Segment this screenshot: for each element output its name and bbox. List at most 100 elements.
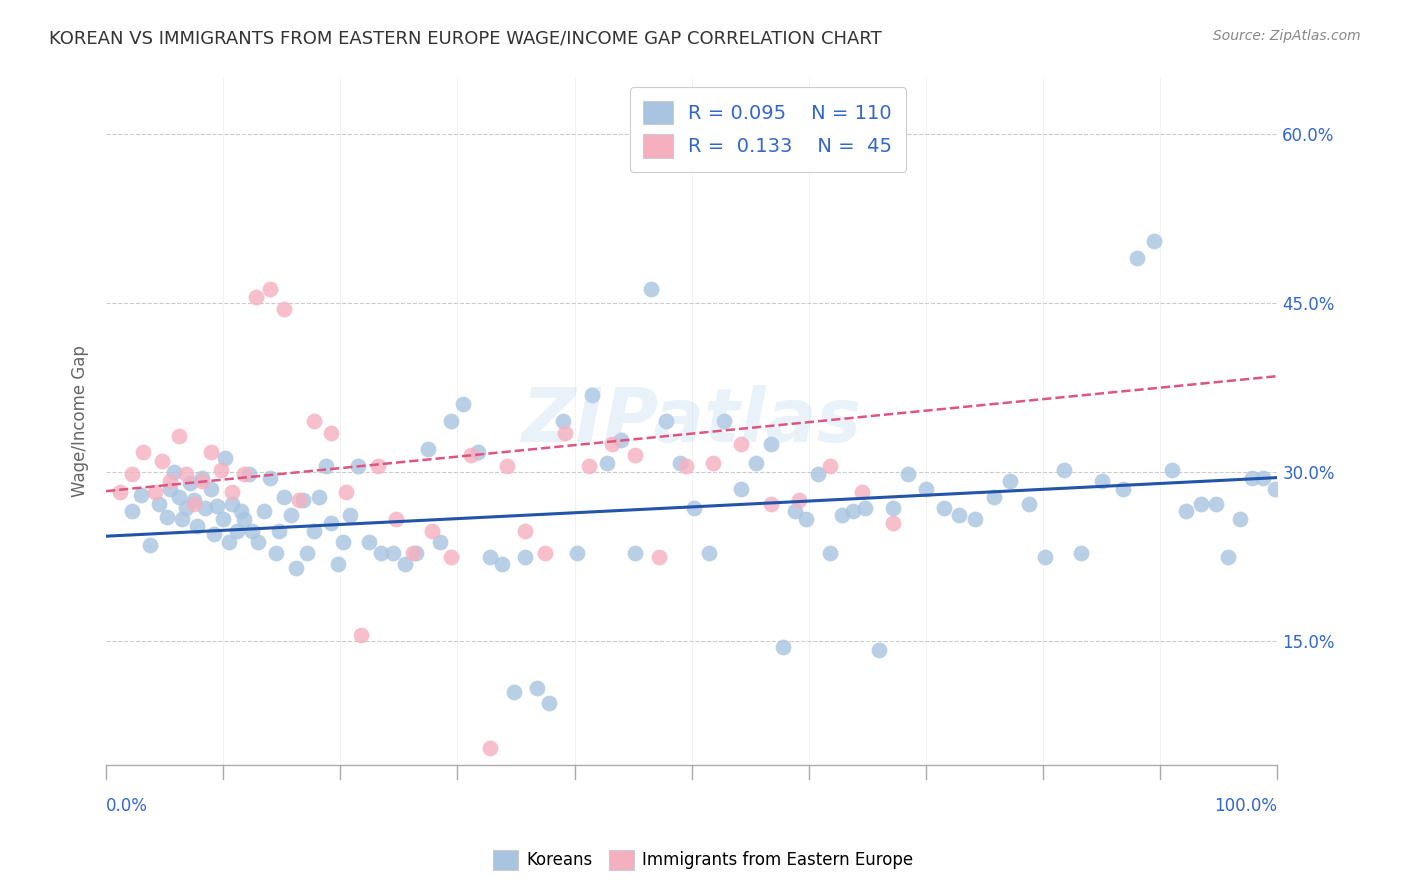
Point (304, 414, 326, 428)
Point (202, 527, 225, 541)
Point (1175, 504, 1198, 518)
Text: ZIPatlas: ZIPatlas (522, 384, 862, 458)
Point (304, 524, 326, 538)
Point (467, 444, 489, 458)
Point (139, 538, 162, 552)
Point (702, 456, 724, 470)
Text: 100.0%: 100.0% (1215, 797, 1278, 814)
Point (818, 546, 841, 560)
Point (897, 467, 920, 482)
Point (240, 524, 263, 538)
Point (370, 546, 392, 560)
Point (319, 425, 342, 440)
Point (624, 448, 647, 462)
Point (280, 508, 302, 522)
Point (807, 467, 830, 482)
Point (479, 549, 502, 564)
Point (214, 451, 236, 466)
Point (1253, 470, 1275, 484)
Point (761, 496, 783, 510)
Point (730, 437, 752, 451)
Point (233, 467, 256, 482)
Point (174, 467, 197, 482)
Point (416, 442, 439, 457)
Point (332, 534, 354, 549)
Point (212, 512, 235, 526)
Point (121, 504, 143, 518)
Point (200, 482, 222, 496)
Point (868, 643, 890, 657)
Point (1000, 474, 1022, 488)
Point (491, 558, 513, 572)
Text: 0.0%: 0.0% (105, 797, 148, 814)
Point (460, 448, 482, 462)
Point (308, 490, 330, 504)
Point (479, 741, 502, 756)
Point (288, 493, 311, 508)
Point (1161, 463, 1184, 477)
Text: Source: ZipAtlas.com: Source: ZipAtlas.com (1213, 29, 1361, 44)
Point (385, 512, 408, 526)
Point (183, 496, 205, 510)
Point (983, 490, 1005, 504)
Point (1143, 234, 1166, 248)
Point (247, 534, 270, 549)
Point (229, 504, 252, 518)
Point (209, 463, 232, 477)
Point (1205, 496, 1227, 510)
Point (381, 546, 404, 560)
Point (159, 482, 181, 496)
Point (761, 437, 783, 451)
Point (1018, 496, 1040, 510)
Point (394, 558, 416, 572)
Point (600, 437, 623, 451)
Point (191, 474, 214, 488)
Point (831, 508, 853, 522)
Point (526, 681, 548, 696)
Point (1126, 251, 1149, 265)
Point (346, 459, 368, 474)
Point (429, 534, 451, 549)
Point (148, 496, 170, 510)
Point (273, 301, 295, 316)
Point (335, 485, 357, 500)
Point (440, 549, 463, 564)
Point (948, 508, 970, 522)
Point (402, 546, 425, 560)
Point (233, 512, 256, 526)
Point (853, 501, 876, 516)
Point (186, 519, 208, 533)
Point (238, 467, 260, 482)
Point (264, 546, 287, 560)
Point (183, 493, 205, 508)
Point (783, 504, 806, 518)
Point (163, 465, 186, 479)
Point (882, 516, 904, 530)
Point (1035, 549, 1057, 564)
Point (191, 470, 214, 484)
Point (121, 467, 143, 482)
Point (502, 685, 524, 699)
Text: KOREAN VS IMMIGRANTS FROM EASTERN EUROPE WAGE/INCOME GAP CORRELATION CHART: KOREAN VS IMMIGRANTS FROM EASTERN EUROPE… (49, 29, 882, 47)
Point (495, 459, 517, 474)
Point (297, 546, 319, 560)
Legend: R = 0.095    N = 110, R =  0.133    N =  45: R = 0.095 N = 110, R = 0.133 N = 45 (630, 87, 905, 171)
Point (669, 456, 692, 470)
Point (108, 485, 131, 500)
Point (1053, 463, 1076, 477)
Point (359, 534, 381, 549)
Point (551, 414, 574, 428)
Point (218, 534, 240, 549)
Point (581, 388, 603, 402)
Point (200, 444, 222, 458)
Point (350, 628, 373, 642)
Point (624, 546, 647, 560)
Point (1264, 482, 1286, 496)
Point (655, 414, 678, 428)
Point (1091, 474, 1114, 488)
Point (174, 501, 197, 516)
Point (156, 510, 179, 524)
Point (129, 487, 152, 501)
Point (245, 290, 267, 304)
Point (515, 549, 537, 564)
